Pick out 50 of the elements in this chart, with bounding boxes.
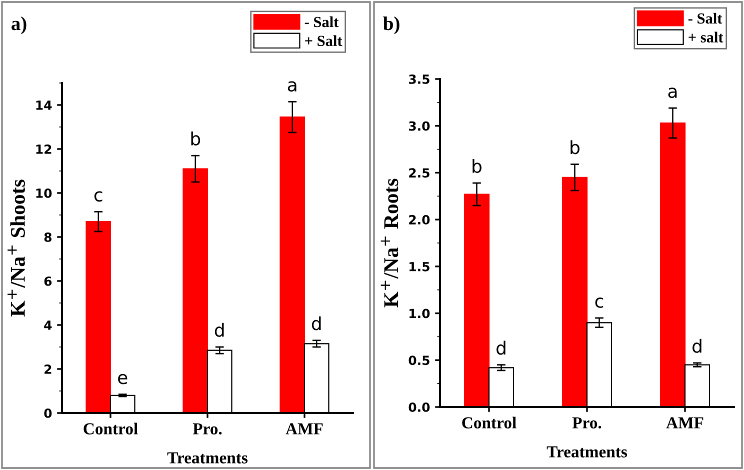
- annotation: e: [118, 374, 128, 384]
- annotation: b: [570, 140, 580, 154]
- bar: [562, 176, 588, 407]
- x-axis-title: Treatments: [546, 446, 628, 458]
- y-tick-label: 14: [36, 100, 52, 110]
- bar: [86, 221, 112, 413]
- y-axis-title: K$^{+}$/Na$^{+}$ Roots: [380, 178, 398, 308]
- y-tick-label: 1.5: [410, 262, 430, 272]
- bar: [280, 116, 306, 413]
- x-tick-label: AMF: [286, 423, 323, 434]
- x-tick-label: Pro.: [572, 417, 602, 429]
- x-tick-label: Control: [84, 422, 138, 434]
- y-tick-label: 4: [44, 320, 52, 330]
- chart-title: a): [12, 16, 26, 34]
- annotation: d: [692, 338, 702, 353]
- y-tick-label: 8: [44, 232, 52, 242]
- annotation: a: [668, 88, 677, 98]
- y-tick-label: 2.5: [409, 168, 430, 178]
- bar: [182, 168, 208, 413]
- legend-label: + Salt: [305, 35, 342, 46]
- legend-label: + salt: [688, 32, 724, 42]
- x-tick-label: AMF: [666, 417, 704, 428]
- y-tick-label: 12: [36, 144, 52, 154]
- x-tick-label: Pro.: [192, 423, 222, 435]
- annotation: d: [214, 322, 224, 337]
- y-tick-label: 6: [44, 276, 52, 286]
- annotation: c: [595, 298, 604, 308]
- y-tick-label: 2.0: [409, 215, 430, 224]
- annotation: c: [94, 191, 102, 202]
- y-tick-label: 2: [44, 364, 52, 374]
- x-axis-title: Treatments: [167, 452, 248, 464]
- y-tick-label: 0: [44, 408, 52, 418]
- chart-title: b): [383, 16, 400, 34]
- y-tick-label: 1.0: [410, 308, 430, 318]
- y-tick-label: 10: [36, 188, 52, 198]
- y-tick-label: 3.5: [408, 74, 430, 84]
- bar: [464, 194, 490, 407]
- legend-label: - Salt: [688, 12, 722, 24]
- y-axis-title: K$^{+}$/Na$^{+}$ Shoots: [8, 180, 25, 316]
- annotation: a: [288, 81, 296, 92]
- y-tick-label: 0.0: [408, 402, 430, 412]
- annotation: d: [496, 340, 506, 355]
- annotation: b: [191, 132, 200, 146]
- legend-label: - Salt: [304, 16, 339, 28]
- annotation: b: [472, 158, 482, 173]
- annotation: d: [312, 316, 321, 330]
- y-tick-label: 0.5: [408, 356, 430, 366]
- x-tick-label: Control: [462, 416, 516, 428]
- bar: [660, 122, 686, 407]
- y-tick-label: 3.0: [408, 121, 430, 131]
